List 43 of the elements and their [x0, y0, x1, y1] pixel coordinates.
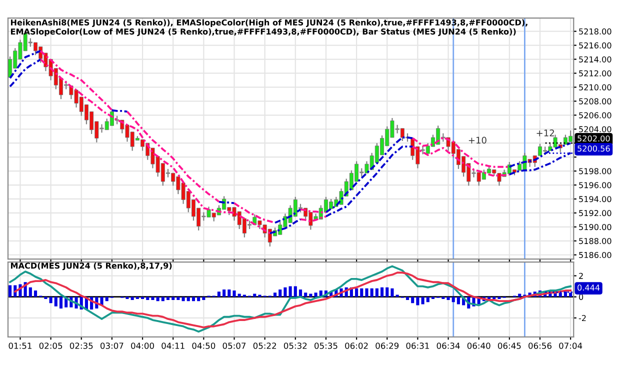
ref-line-label: 0.444	[578, 284, 600, 291]
y-tick-label: 5188.00	[579, 238, 612, 244]
x-tick-label: 06:40	[467, 342, 490, 349]
x-tick-label: 04:50	[192, 342, 216, 349]
x-tick-label: 06:45	[498, 342, 521, 349]
x-tick-label: 06:56	[528, 342, 552, 349]
text: HeikenAshi8(MES JUN24 (5 Renko)), EMASlopeColor(High of MES JUN24 (5 Renko),true,#FFFF1493,8,#FF0000CD), EMASlopeColor(Low of MES JUN24 (5 Renko),true,#FFFF1493,8,#FF0000CD), Bar Status (MES JUN24 (5 Renko))	[11, 19, 528, 36]
y-tick-label: 5208.00	[579, 98, 612, 104]
x-tick-label: 05:32	[284, 342, 307, 349]
x-tick-label: 07:04	[559, 342, 582, 349]
y-tick-label: 5194.00	[579, 196, 612, 202]
y-tick-label: 5186.00	[579, 252, 612, 258]
x-tick-label: 06:02	[345, 342, 368, 349]
x-tick-label: 05:22	[253, 342, 276, 349]
y-tick-label: -2	[578, 315, 586, 321]
y-tick-label: 5216.00	[579, 42, 612, 48]
x-tick-label: 04:11	[162, 342, 184, 349]
y-tick-label: 5212.00	[579, 70, 612, 76]
ref-line-label: 5202.00	[578, 135, 610, 142]
x-tick-label: 06:34	[436, 342, 460, 349]
annotation: +12	[536, 130, 554, 136]
y-tick-label: 5214.00	[579, 56, 612, 62]
x-tick-label: 06:29	[376, 342, 399, 349]
x-tick-label: 05:07	[222, 342, 246, 349]
y-tick-label: 5198.00	[579, 168, 612, 174]
ref-line-label: 5200.56	[578, 146, 610, 152]
x-tick-label: 03:07	[100, 342, 124, 349]
y-tick-label: 5204.00	[579, 126, 612, 132]
chart-title: MACD(MES JUN24 (5 Renko),8,17,9)	[11, 262, 172, 270]
y-tick-label: 2	[579, 272, 583, 279]
x-tick-label: 02:35	[70, 342, 93, 349]
y-tick-label: 5218.00	[579, 28, 612, 34]
y-tick-label: 5190.00	[579, 224, 612, 230]
x-tick-label: 04:00	[131, 342, 154, 349]
y-tick-label: 5210.00	[579, 84, 612, 90]
y-tick-label: 5192.00	[579, 210, 612, 216]
y-tick-label: 5206.00	[579, 112, 612, 118]
x-tick-label: 01:51	[8, 342, 32, 349]
x-tick-label: 05:35	[314, 342, 338, 349]
y-tick-label: 5196.00	[579, 182, 612, 188]
x-tick-label: 06:31	[406, 342, 429, 349]
x-tick-label: 02:05	[39, 342, 62, 349]
annotation: +10	[468, 136, 486, 144]
